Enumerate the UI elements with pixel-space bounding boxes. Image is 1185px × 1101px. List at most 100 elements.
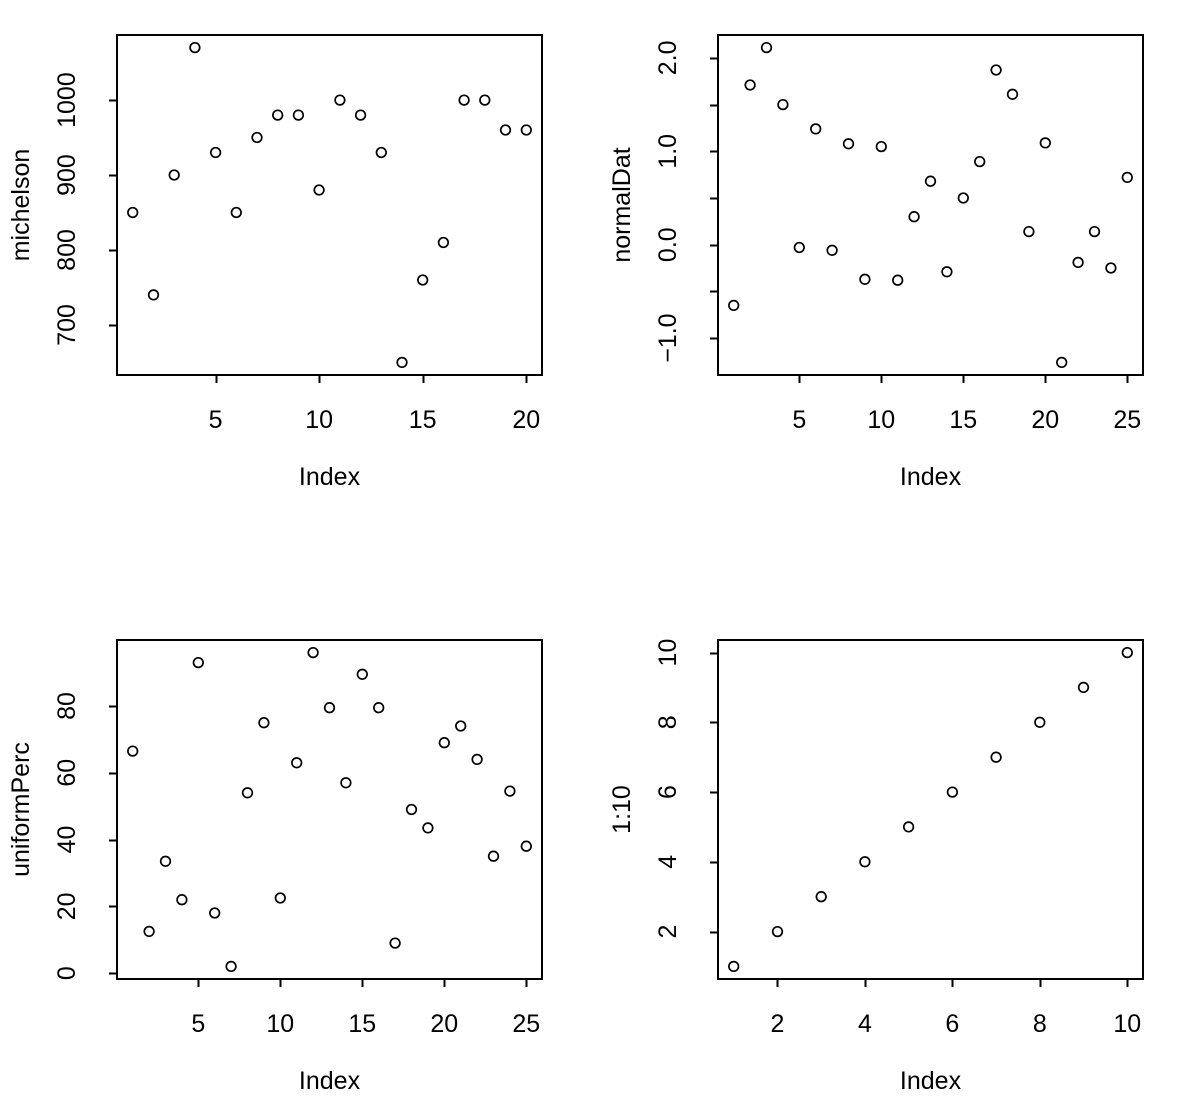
x-axis-title: Index <box>900 1067 962 1095</box>
y-tick-label: 1000 <box>53 72 81 128</box>
data-point <box>251 131 263 144</box>
data-point <box>389 937 401 949</box>
y-tick-label: 40 <box>53 826 81 854</box>
data-point <box>1121 646 1133 659</box>
y-tick-label: 60 <box>53 759 81 787</box>
x-tick-label: 10 <box>305 406 333 434</box>
data-point <box>209 907 221 919</box>
data-point <box>1088 225 1101 238</box>
data-point <box>147 289 160 301</box>
data-point <box>354 109 367 121</box>
x-tick-label: 20 <box>430 1010 458 1038</box>
data-point <box>258 717 270 729</box>
data-point <box>859 856 871 868</box>
data-point <box>1121 171 1133 184</box>
data-point <box>159 855 172 867</box>
data-point <box>815 891 827 903</box>
plot-panel-michelson: 5 10 15 20 700 800 900 1000 Index michelson <box>7 34 543 491</box>
data-point <box>520 124 532 136</box>
x-tick-label: 10 <box>1113 1010 1141 1038</box>
data-point <box>487 850 500 862</box>
x-axis-title: Index <box>299 463 361 491</box>
y-tick-label: 0.0 <box>654 227 682 262</box>
data-point <box>458 94 470 106</box>
x-tick-label: 4 <box>858 1010 872 1038</box>
data-point <box>826 244 838 256</box>
data-point <box>842 138 855 150</box>
data-point <box>168 169 180 181</box>
data-point <box>274 892 286 904</box>
data-point <box>375 146 387 159</box>
data-point <box>127 745 139 757</box>
x-tick-label: 10 <box>266 1010 294 1038</box>
y-tick-label: 1.0 <box>654 134 682 169</box>
data-point <box>176 894 188 906</box>
y-tick-label: 0 <box>53 966 81 980</box>
y-tick-label: 700 <box>53 304 81 346</box>
data-point <box>356 668 368 680</box>
y-tick-label: 2 <box>654 925 682 939</box>
x-axis-title: Index <box>900 463 962 491</box>
data-point <box>892 274 904 286</box>
data-point <box>1023 225 1035 238</box>
data-point <box>396 356 408 369</box>
plot-box <box>717 34 1144 376</box>
data-point <box>373 702 385 714</box>
data-point <box>225 960 237 973</box>
x-tick-label: 15 <box>348 1010 376 1038</box>
data-point <box>272 109 284 121</box>
y-tick-label: 2.0 <box>654 41 682 76</box>
data-point <box>1072 256 1084 269</box>
plot-panel-uniformPerc: 5 10 15 20 25 0 20 40 60 80 Index uniformPerc <box>7 639 543 1095</box>
data-point <box>479 94 491 106</box>
data-point <box>777 98 789 111</box>
y-tick-label: 8 <box>654 715 682 729</box>
y-axis-title: normalDat <box>608 147 636 262</box>
data-point <box>143 925 155 938</box>
y-axis-title: uniformPerc <box>7 742 35 877</box>
data-point <box>744 79 756 91</box>
data-point <box>455 720 467 732</box>
data-point <box>974 155 986 168</box>
plot-box <box>116 639 543 980</box>
x-tick-label: 5 <box>792 406 806 434</box>
x-tick-label: 15 <box>949 406 977 434</box>
y-tick-label: 80 <box>53 692 81 720</box>
y-tick-label: 900 <box>53 154 81 196</box>
y-tick-label: 6 <box>654 785 682 799</box>
data-point <box>499 124 512 136</box>
data-point <box>241 787 254 799</box>
y-tick-label: 10 <box>654 639 682 667</box>
data-point <box>209 146 222 159</box>
y-tick-label: 4 <box>654 855 682 869</box>
data-point <box>230 206 242 219</box>
y-tick-label: −1.0 <box>654 313 682 362</box>
data-point <box>1006 88 1019 100</box>
x-tick-label: 15 <box>409 406 437 434</box>
data-point <box>520 840 532 852</box>
data-point <box>417 274 429 286</box>
data-point <box>1077 681 1090 694</box>
data-point <box>728 960 740 973</box>
y-tick-label: 20 <box>53 892 81 920</box>
plot-panel-normalDat: 5 10 15 20 25 −1.0 0.0 1.0 2.0 Index normalDat <box>608 34 1144 491</box>
data-point <box>1034 716 1046 728</box>
data-point <box>810 123 822 135</box>
x-tick-label: 5 <box>191 1010 205 1038</box>
x-tick-label: 25 <box>1113 406 1141 434</box>
x-tick-label: 25 <box>512 1010 540 1038</box>
y-axis-title: 1:10 <box>608 785 636 834</box>
data-point <box>1105 262 1117 274</box>
data-point <box>334 94 346 106</box>
data-point <box>924 175 937 187</box>
x-tick-label: 6 <box>945 1010 959 1038</box>
data-point <box>405 803 418 816</box>
data-point <box>728 299 740 312</box>
data-point <box>1039 137 1051 149</box>
data-point <box>946 786 959 798</box>
data-point <box>340 777 352 789</box>
x-axis-title: Index <box>299 1067 361 1095</box>
data-point <box>902 821 915 833</box>
